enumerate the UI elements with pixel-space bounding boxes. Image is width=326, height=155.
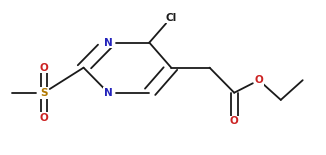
Text: S: S — [40, 88, 48, 98]
Text: Cl: Cl — [166, 13, 177, 22]
Text: O: O — [39, 63, 48, 73]
Text: O: O — [39, 113, 48, 123]
Text: N: N — [104, 88, 112, 98]
Text: O: O — [255, 75, 263, 85]
Text: N: N — [104, 38, 112, 48]
Text: O: O — [230, 116, 239, 126]
